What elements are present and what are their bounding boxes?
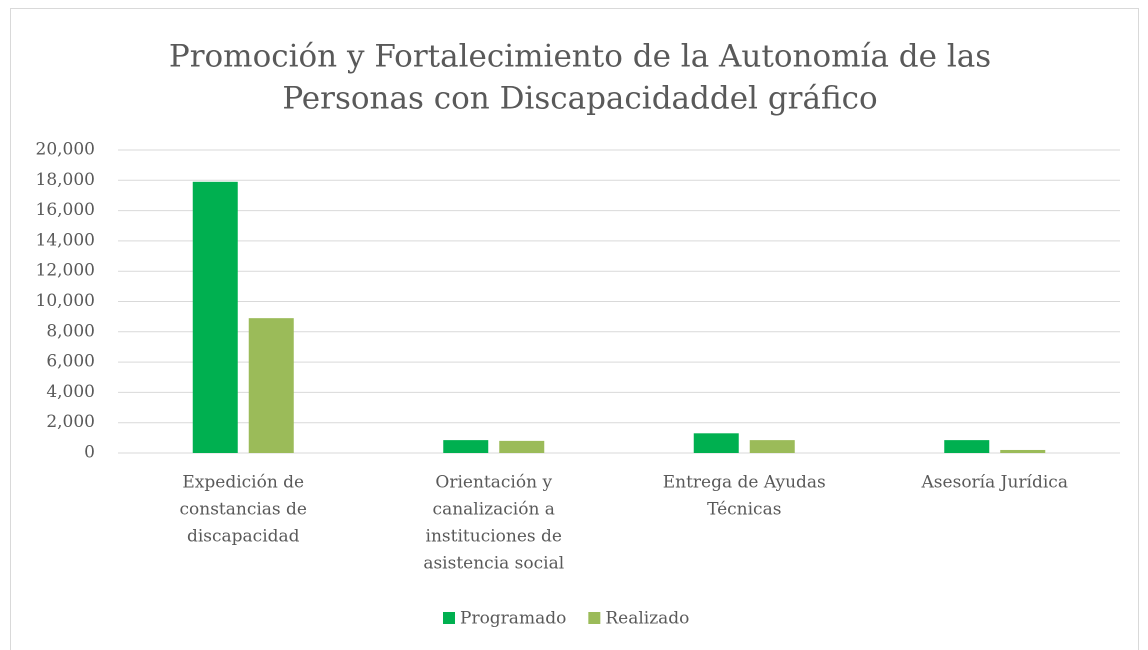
y-tick-label: 2,000 xyxy=(46,412,95,432)
legend-swatch xyxy=(443,612,455,624)
x-tick-label: instituciones de xyxy=(426,527,562,547)
x-tick-label: Expedición de xyxy=(182,473,304,493)
y-tick-label: 14,000 xyxy=(36,230,95,250)
y-tick-label: 4,000 xyxy=(46,382,95,402)
x-tick-label: discapacidad xyxy=(187,527,300,547)
y-tick-label: 18,000 xyxy=(36,170,95,190)
bar xyxy=(693,433,739,453)
x-tick-label: asistencia social xyxy=(423,554,564,574)
bar xyxy=(944,440,990,453)
y-tick-label: 6,000 xyxy=(46,352,95,372)
x-tick-label: Asesoría Jurídica xyxy=(921,473,1068,493)
chart-title: Promoción y Fortalecimiento de la Autono… xyxy=(169,39,991,75)
x-tick-label: constancias de xyxy=(179,500,307,520)
x-tick-label: Orientación y xyxy=(435,473,552,493)
y-tick-label: 16,000 xyxy=(36,200,95,220)
bar xyxy=(1000,449,1046,453)
bar xyxy=(749,440,795,453)
y-tick-label: 12,000 xyxy=(36,261,95,281)
legend-swatch xyxy=(588,612,601,624)
y-tick-label: 8,000 xyxy=(46,321,95,341)
bar xyxy=(443,440,489,453)
bar xyxy=(499,440,545,453)
x-tick-label: Técnicas xyxy=(707,500,781,520)
x-tick-label: canalización a xyxy=(433,500,555,520)
chart-title: Personas con Discapacidaddel gráfico xyxy=(282,81,877,117)
y-tick-label: 0 xyxy=(84,443,95,463)
y-tick-label: 20,000 xyxy=(36,140,95,160)
legend-label: Programado xyxy=(460,609,566,629)
bar xyxy=(248,318,294,453)
y-tick-label: 10,000 xyxy=(36,291,95,311)
x-tick-label: Entrega de Ayudas xyxy=(663,473,826,493)
bar xyxy=(192,181,238,453)
legend-label: Realizado xyxy=(605,609,689,629)
